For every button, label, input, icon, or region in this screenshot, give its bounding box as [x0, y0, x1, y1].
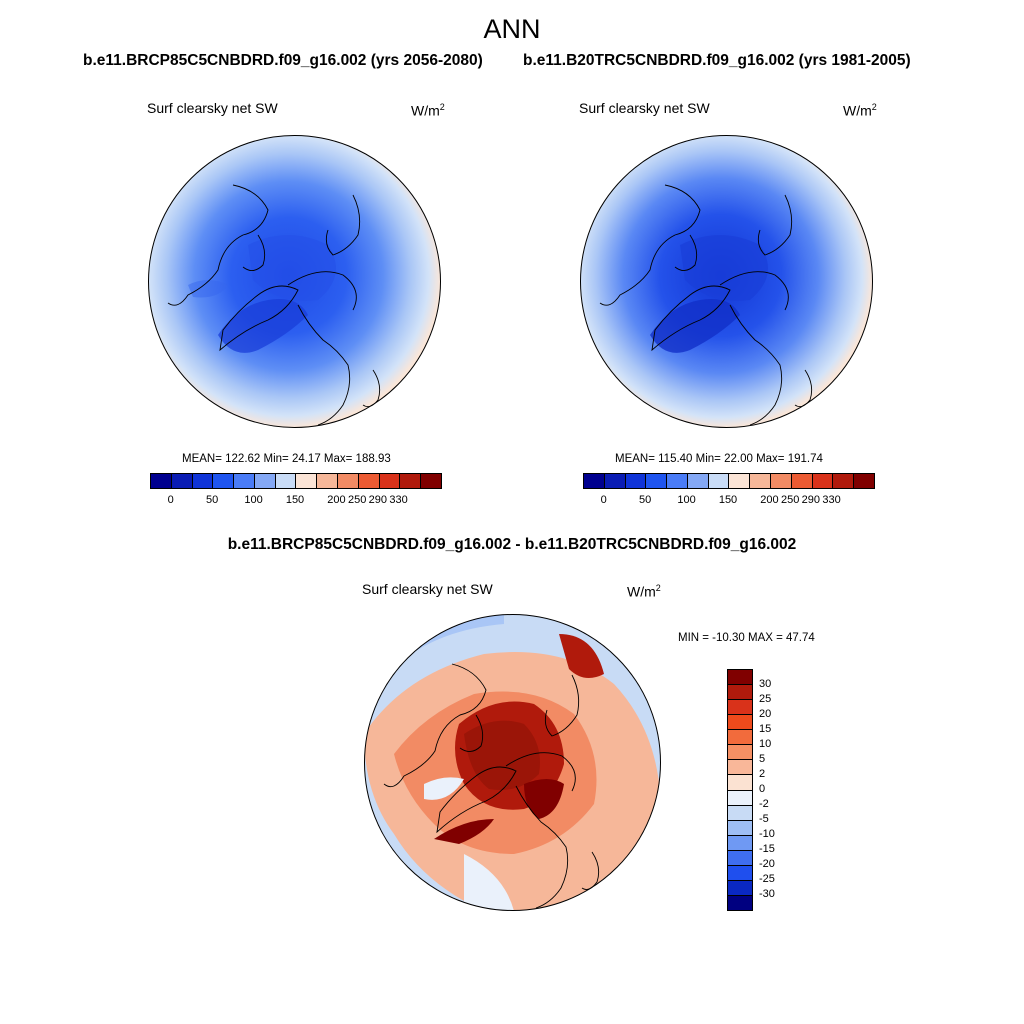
colorbar-swatch	[234, 474, 255, 488]
colorbar-tick-label: 30	[759, 678, 772, 690]
colorbar-swatch	[421, 474, 441, 488]
colorbar-tick-label: 100	[677, 494, 696, 506]
left-polar-map	[148, 135, 441, 428]
colorbar-swatch	[750, 474, 772, 488]
colorbar-tick-label: 20	[759, 708, 772, 720]
season-title: ANN	[483, 14, 541, 44]
colorbar-swatch	[667, 474, 688, 488]
colorbar-tick-label: -10	[759, 828, 775, 840]
difference-colorbar	[727, 669, 753, 911]
colorbar-swatch	[379, 474, 401, 488]
colorbar-swatch	[729, 474, 751, 488]
colorbar-tick-label: 5	[759, 753, 766, 765]
colorbar-tick-label: 10	[759, 738, 772, 750]
colorbar-swatch	[812, 474, 834, 488]
right-colorbar-labels: 0 50 100 150 200 250 290 330	[583, 494, 873, 508]
colorbar-swatch	[728, 865, 752, 881]
colorbar-tick-label: -20	[759, 858, 775, 870]
colorbar-swatch	[728, 700, 752, 716]
colorbar-swatch	[771, 474, 792, 488]
colorbar-swatch	[854, 474, 874, 488]
colorbar-swatch	[254, 474, 276, 488]
colorbar-swatch	[687, 474, 709, 488]
colorbar-swatch	[192, 474, 214, 488]
left-panel-stats: MEAN= 122.62 Min= 24.17 Max= 188.93	[182, 453, 391, 465]
colorbar-tick-label: 200	[760, 494, 779, 506]
colorbar-tick-label: 0	[759, 783, 766, 795]
colorbar-tick-label: 250	[780, 494, 800, 506]
right-panel-variable-label: Surf clearsky net SW	[579, 100, 710, 116]
colorbar-swatch	[151, 474, 172, 488]
colorbar-swatch	[791, 474, 813, 488]
colorbar-tick-label: 15	[759, 723, 772, 735]
diff-panel-stats: MIN = -10.30 MAX = 47.74	[678, 632, 815, 644]
colorbar-swatch	[833, 474, 855, 488]
colorbar-swatch	[604, 474, 626, 488]
colorbar-swatch	[646, 474, 668, 488]
colorbar-swatch	[584, 474, 605, 488]
colorbar-tick-label: -15	[759, 843, 775, 855]
left-colorbar	[150, 473, 442, 489]
colorbar-tick-label: 290	[368, 494, 388, 506]
diff-panel-units: W/m2	[627, 583, 661, 600]
colorbar-tick-label: 330	[822, 494, 841, 506]
colorbar-swatch	[728, 685, 752, 701]
colorbar-swatch	[728, 880, 752, 896]
colorbar-tick-label: 150	[718, 494, 738, 506]
colorbar-swatch	[338, 474, 359, 488]
colorbar-swatch	[728, 775, 752, 791]
colorbar-swatch	[728, 850, 752, 866]
right-panel-units: W/m2	[843, 102, 877, 119]
colorbar-swatch	[275, 474, 297, 488]
colorbar-tick-label: -2	[759, 798, 769, 810]
right-panel-stats: MEAN= 115.40 Min= 22.00 Max= 191.74	[615, 453, 823, 465]
colorbar-swatch	[171, 474, 193, 488]
colorbar-swatch	[728, 790, 752, 806]
colorbar-swatch	[317, 474, 339, 488]
colorbar-tick-label: 200	[327, 494, 346, 506]
colorbar-swatch	[728, 730, 752, 746]
colorbar-swatch	[708, 474, 730, 488]
colorbar-tick-label: 250	[347, 494, 367, 506]
diff-panel-variable-label: Surf clearsky net SW	[362, 581, 493, 597]
colorbar-tick-label: 330	[389, 494, 408, 506]
left-colorbar-labels: 0 50 100 150 200 250 290 330	[150, 494, 440, 508]
colorbar-swatch	[728, 745, 752, 761]
difference-title: b.e11.BRCP85C5CNBDRD.f09_g16.002 - b.e11…	[227, 536, 797, 553]
colorbar-swatch	[296, 474, 318, 488]
colorbar-swatch	[400, 474, 422, 488]
test-case-title: b.e11.BRCP85C5CNBDRD.f09_g16.002 (yrs 20…	[83, 52, 483, 69]
colorbar-swatch	[728, 835, 752, 851]
control-case-title: b.e11.B20TRC5CNBDRD.f09_g16.002 (yrs 198…	[523, 52, 911, 69]
colorbar-swatch	[625, 474, 647, 488]
colorbar-swatch	[728, 820, 752, 836]
left-panel-units: W/m2	[411, 102, 445, 119]
colorbar-swatch	[728, 760, 752, 776]
colorbar-swatch	[728, 805, 752, 821]
difference-colorbar-labels: 30 25 20 15 10 5 2 0 -2 -5 -10 -15 -20 -25 -30	[759, 669, 789, 909]
colorbar-tick-label: 50	[206, 494, 219, 506]
colorbar-swatch	[213, 474, 235, 488]
colorbar-swatch	[728, 715, 752, 731]
difference-polar-map	[364, 614, 661, 911]
colorbar-swatch	[728, 895, 752, 910]
colorbar-tick-label: -5	[759, 813, 769, 825]
colorbar-tick-label: 2	[759, 768, 766, 780]
colorbar-tick-label: 0	[600, 494, 607, 506]
colorbar-tick-label: 150	[285, 494, 305, 506]
right-colorbar	[583, 473, 875, 489]
colorbar-tick-label: 25	[759, 693, 772, 705]
colorbar-tick-label: 0	[167, 494, 174, 506]
colorbar-swatch	[728, 670, 752, 686]
colorbar-swatch	[358, 474, 380, 488]
colorbar-tick-label: 290	[801, 494, 821, 506]
right-polar-map	[580, 135, 873, 428]
colorbar-tick-label: 50	[639, 494, 652, 506]
colorbar-tick-label: -30	[759, 888, 775, 900]
colorbar-tick-label: 100	[244, 494, 263, 506]
left-panel-variable-label: Surf clearsky net SW	[147, 100, 278, 116]
colorbar-tick-label: -25	[759, 873, 775, 885]
